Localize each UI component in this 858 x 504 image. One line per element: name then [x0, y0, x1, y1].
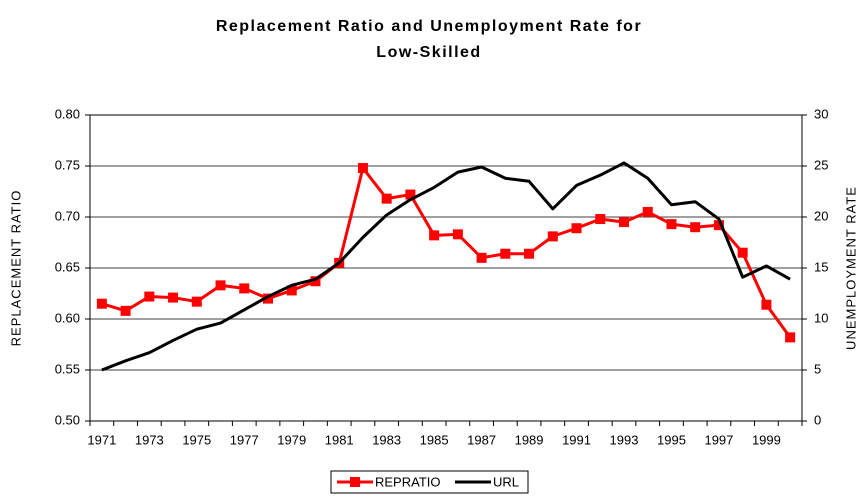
point — [191, 296, 202, 307]
legend-label: REPRATIO — [375, 474, 441, 489]
y-tick-label: 0.70 — [55, 208, 80, 223]
point — [452, 229, 463, 240]
x-tick-label: 1997 — [704, 432, 733, 447]
point — [595, 214, 606, 225]
y2-tick-label: 15 — [814, 259, 828, 274]
y-tick-label: 0.50 — [55, 412, 80, 427]
x-tick-label: 1981 — [325, 432, 354, 447]
y-axis-title: REPLACEMENT RATIO — [8, 190, 23, 347]
x-tick-label: 1987 — [467, 432, 496, 447]
y2-tick-label: 0 — [814, 412, 821, 427]
point — [239, 283, 250, 294]
x-tick-label: 1971 — [87, 432, 116, 447]
point — [524, 248, 535, 259]
point — [500, 248, 511, 259]
point — [642, 206, 653, 217]
y2-tick-label: 20 — [814, 208, 828, 223]
legend-marker — [350, 477, 360, 487]
y-tick-label: 0.65 — [55, 259, 80, 274]
y2-tick-label: 25 — [814, 157, 828, 172]
point — [761, 299, 772, 310]
point — [215, 280, 226, 291]
point — [713, 220, 724, 231]
x-tick-label: 1983 — [372, 432, 401, 447]
x-tick-label: 1977 — [230, 432, 259, 447]
point — [310, 276, 321, 287]
x-tick-label: 1975 — [182, 432, 211, 447]
series-line — [101, 166, 792, 339]
x-tick-label: 1993 — [610, 432, 639, 447]
chart-title: Replacement Ratio and Unemployment Rate … — [215, 18, 643, 61]
point — [263, 293, 273, 304]
point — [785, 332, 796, 343]
x-tick-label: 1991 — [562, 432, 591, 447]
point — [357, 163, 368, 174]
y-tick-label: 0.55 — [55, 361, 80, 376]
x-tick-label: 1999 — [752, 432, 781, 447]
y2-tick-label: 5 — [814, 361, 821, 376]
legend-box — [330, 470, 529, 494]
y-tick-label: 0.80 — [55, 106, 80, 121]
point — [690, 222, 701, 233]
x-tick-label: 1995 — [657, 432, 686, 447]
point — [619, 217, 629, 228]
x-tick-label: 1985 — [420, 432, 449, 447]
point — [96, 298, 107, 309]
point — [405, 189, 416, 200]
point — [666, 219, 677, 230]
x-tick-label: 1973 — [135, 432, 164, 447]
y2-tick-label: 10 — [814, 310, 828, 325]
point — [547, 231, 558, 242]
point — [476, 252, 487, 263]
point — [429, 230, 440, 241]
series-line — [101, 161, 791, 372]
point — [381, 193, 392, 204]
point — [120, 305, 131, 316]
legend-label: URL — [493, 474, 519, 489]
y-tick-label: 0.60 — [55, 310, 80, 325]
point — [737, 247, 748, 258]
point — [286, 285, 297, 296]
y-tick-label: 0.75 — [55, 157, 80, 172]
point — [571, 223, 582, 234]
x-tick-label: 1979 — [277, 432, 306, 447]
x-tick-label: 1989 — [515, 432, 544, 447]
y2-axis-title: UNEMPLOYMENT RATE — [843, 186, 858, 350]
point — [144, 291, 155, 302]
y2-tick-label: 30 — [814, 106, 828, 121]
point — [168, 292, 179, 303]
